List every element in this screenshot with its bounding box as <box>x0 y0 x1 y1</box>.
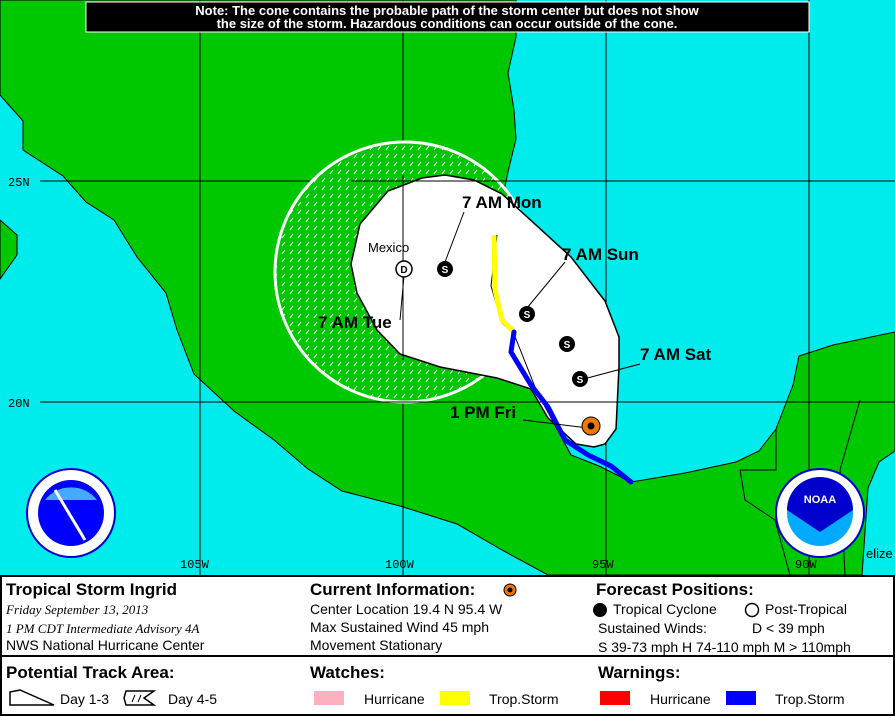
max-wind: Max Sustained Wind 45 mph <box>310 619 489 635</box>
grid-label-100w: 100W <box>385 558 415 572</box>
label-7am-sat: 7 AM Sat <box>640 345 712 364</box>
post-tropical-icon <box>744 602 760 618</box>
svg-text:S: S <box>524 310 531 321</box>
center-location: Center Location 19.4 N 95.4 W <box>310 601 503 617</box>
warnings-title: Warnings: <box>598 663 681 682</box>
grid-label-90w: 90W <box>795 558 817 572</box>
watches-title: Watches: <box>310 663 385 682</box>
label-leader-lines <box>399 211 641 429</box>
post-tropical-label: Post-Tropical <box>765 601 847 617</box>
note-line-1: Note: The cone contains the probable pat… <box>195 3 699 18</box>
legend-panel: Tropical Storm Ingrid Friday September 1… <box>0 575 895 716</box>
note-box <box>85 1 810 33</box>
svg-text:NOAA: NOAA <box>804 494 836 506</box>
ts-watch-label: Trop.Storm <box>489 691 559 707</box>
svg-text:S: S <box>564 340 571 351</box>
hurricane-watch-swatch <box>314 691 344 705</box>
label-7am-tue: 7 AM Tue <box>318 313 392 332</box>
map: S S S S D 1 PM Fri 7 AM Sat 7 AM Sun 7 A… <box>0 0 895 575</box>
svg-text:D: D <box>400 265 407 276</box>
label-7am-sun: 7 AM Sun <box>562 245 639 264</box>
day-1-3-label: Day 1-3 <box>60 691 110 707</box>
movement: Movement Stationary <box>310 637 443 653</box>
grid-label-95w: 95W <box>592 558 614 572</box>
label-1pm-fri: 1 PM Fri <box>450 403 516 422</box>
legend-divider <box>2 655 893 657</box>
position-mon[interactable]: S <box>437 261 453 277</box>
tropical-cyclone-icon <box>593 603 607 617</box>
advisory-date: Friday September 13, 2013 <box>6 602 149 617</box>
grid-label-20n: 20N <box>8 397 30 411</box>
issuing-center: NWS National Hurricane Center <box>6 637 205 653</box>
position-sat[interactable]: S <box>572 371 588 387</box>
day-1-3-icon <box>9 689 55 706</box>
ts-warning-label: Trop.Storm <box>775 691 845 707</box>
d-definition: D < 39 mph <box>752 620 825 636</box>
shm-definition: S 39-73 mph H 74-110 mph M > 110mph <box>598 639 851 655</box>
day-1-3-cone <box>350 174 620 448</box>
track-area-title: Potential Track Area: <box>6 663 175 682</box>
tropical-storm-warning-line <box>508 329 634 485</box>
position-sat-night[interactable]: S <box>559 336 575 352</box>
current-storm-icon <box>503 583 517 597</box>
nws-logo <box>26 468 116 558</box>
grid-label-25n: 25N <box>8 176 30 190</box>
tropical-cyclone-label: Tropical Cyclone <box>613 601 717 617</box>
label-mexico: Mexico <box>368 240 409 255</box>
current-info-title: Current Information: <box>310 580 476 599</box>
svg-text:S: S <box>577 375 584 386</box>
label-belize: elize <box>866 546 893 561</box>
hurricane-warning-swatch <box>600 691 630 705</box>
position-tue[interactable]: D <box>395 260 413 278</box>
hurricane-warning-label: Hurricane <box>650 691 711 707</box>
day-4-5-label: Day 4-5 <box>168 691 218 707</box>
svg-text:S: S <box>442 265 449 276</box>
position-sun[interactable]: S <box>519 306 535 322</box>
label-7am-mon: 7 AM Mon <box>462 193 542 212</box>
land-baja <box>0 219 18 280</box>
ts-warning-swatch <box>726 691 756 705</box>
storm-name: Tropical Storm Ingrid <box>6 580 177 599</box>
noaa-logo: NOAA <box>775 468 865 558</box>
tropical-storm-watch-line <box>491 234 516 334</box>
grid-label-105w: 105W <box>180 558 210 572</box>
day-4-5-icon <box>123 690 157 706</box>
hurricane-watch-label: Hurricane <box>364 691 425 707</box>
forecast-positions-title: Forecast Positions: <box>596 580 754 599</box>
sustained-winds-label: Sustained Winds: <box>598 620 707 636</box>
position-current[interactable] <box>581 416 601 436</box>
advisory-number: 1 PM CDT Intermediate Advisory 4A <box>6 621 200 636</box>
note-line-2: the size of the storm. Hazardous conditi… <box>217 16 678 31</box>
ts-watch-swatch <box>440 691 470 705</box>
